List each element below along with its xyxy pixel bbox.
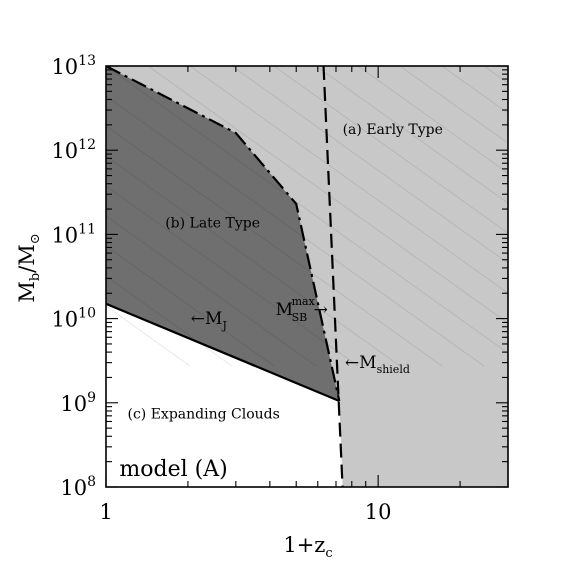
- label-expanding-clouds: (c) Expanding Clouds: [128, 407, 280, 423]
- curve-m-j: [106, 302, 340, 403]
- hatch-line: [273, 66, 508, 234]
- annotation-m-j-base: M: [205, 309, 222, 329]
- y-tick-label: 1011: [51, 221, 96, 247]
- y-axis-title-base: M: [15, 281, 39, 303]
- annotation-m-shield-base: M: [359, 353, 376, 373]
- y-tick-label: 109: [60, 390, 96, 416]
- y-tick-label: 1012: [51, 137, 96, 163]
- region-expanding-clouds: [106, 303, 343, 487]
- hatch-line: [106, 66, 508, 354]
- x-tick-labels: 1 10: [99, 500, 391, 524]
- annotation-m-shield-arrow: ←: [345, 353, 359, 373]
- y-tick-label-exp: 10: [78, 306, 96, 322]
- x-tick-label: 1: [99, 500, 112, 524]
- curve-m-shield: [322, 66, 344, 487]
- x-axis-title: 1+zc: [283, 533, 332, 561]
- hatch-line: [357, 66, 508, 174]
- hatch-line: [568, 66, 574, 366]
- region-late-type: [106, 66, 340, 402]
- y-axis-title: Mb/M⊙: [15, 233, 43, 302]
- hatch-line: [106, 215, 317, 367]
- region-early-type: [106, 66, 508, 487]
- hatch-line: [526, 66, 574, 366]
- y-axis-title-sub: b: [28, 273, 43, 281]
- hatch-line: [106, 185, 359, 367]
- y-tick-label-exp: 12: [78, 137, 96, 153]
- hatch-line: [189, 66, 508, 294]
- hatch-line: [147, 66, 508, 324]
- annotation-m-j-sub: J: [221, 319, 226, 332]
- annotation-m-j: ←MJ: [191, 309, 227, 332]
- annotation-m-shield-sub: shield: [377, 363, 410, 376]
- plot-frame: [105, 65, 509, 488]
- x-tick-label: 10: [365, 500, 392, 524]
- y-tick-label-base: 10: [51, 308, 78, 332]
- annotation-m-shield: ←Mshield: [345, 353, 410, 376]
- y-tick-label-base: 10: [51, 55, 78, 79]
- annotation-m-sb-sup: max: [292, 295, 316, 308]
- y-tick-label-base: 10: [60, 392, 87, 416]
- y-tick-label-base: 10: [60, 476, 87, 500]
- y-axis-title-sun: ⊙: [28, 233, 43, 244]
- y-tick-label-exp: 13: [78, 53, 96, 69]
- y-axis-title-group: Mb/M⊙: [15, 233, 43, 302]
- annotation-m-j-arrow: ←: [191, 309, 205, 329]
- y-tick-label-base: 10: [51, 223, 78, 247]
- y-tick-label: 108: [60, 474, 96, 500]
- y-tick-label-base: 10: [51, 139, 78, 163]
- label-late-type: (b) Late Type: [165, 216, 260, 232]
- hatch-line: [231, 66, 508, 264]
- annotation-m-sb-arrow: →: [314, 300, 328, 320]
- annotation-m-sb-max: M max SB →: [276, 295, 328, 324]
- annotation-m-sb-base: M: [276, 300, 293, 320]
- hatch-line: [106, 275, 233, 367]
- hatch-lines: [106, 66, 574, 367]
- hatch-line: [106, 125, 443, 367]
- y-axis-title-mid: /M: [15, 244, 39, 273]
- model-label: model (A): [119, 457, 227, 482]
- y-tick-label-exp: 8: [87, 474, 96, 490]
- curve-m-sb-max: [106, 66, 341, 402]
- hatch-line: [106, 155, 401, 367]
- y-tick-label: 1013: [51, 53, 96, 79]
- annotation-m-sb-sub: SB: [292, 311, 308, 324]
- x-axis-title-sub: c: [325, 546, 332, 561]
- hatch-line: [399, 66, 508, 144]
- label-early-type: (a) Early Type: [343, 122, 443, 138]
- hatch-line: [106, 245, 275, 367]
- y-tick-label-exp: 9: [87, 390, 96, 406]
- x-axis-title-base: 1+z: [283, 533, 325, 557]
- plot-area: [106, 66, 574, 487]
- hatch-line: [106, 305, 191, 367]
- y-tick-label-exp: 11: [78, 221, 96, 237]
- y-tick-label: 1010: [51, 306, 96, 332]
- hatch-line: [315, 66, 508, 204]
- hatch-line: [106, 95, 485, 367]
